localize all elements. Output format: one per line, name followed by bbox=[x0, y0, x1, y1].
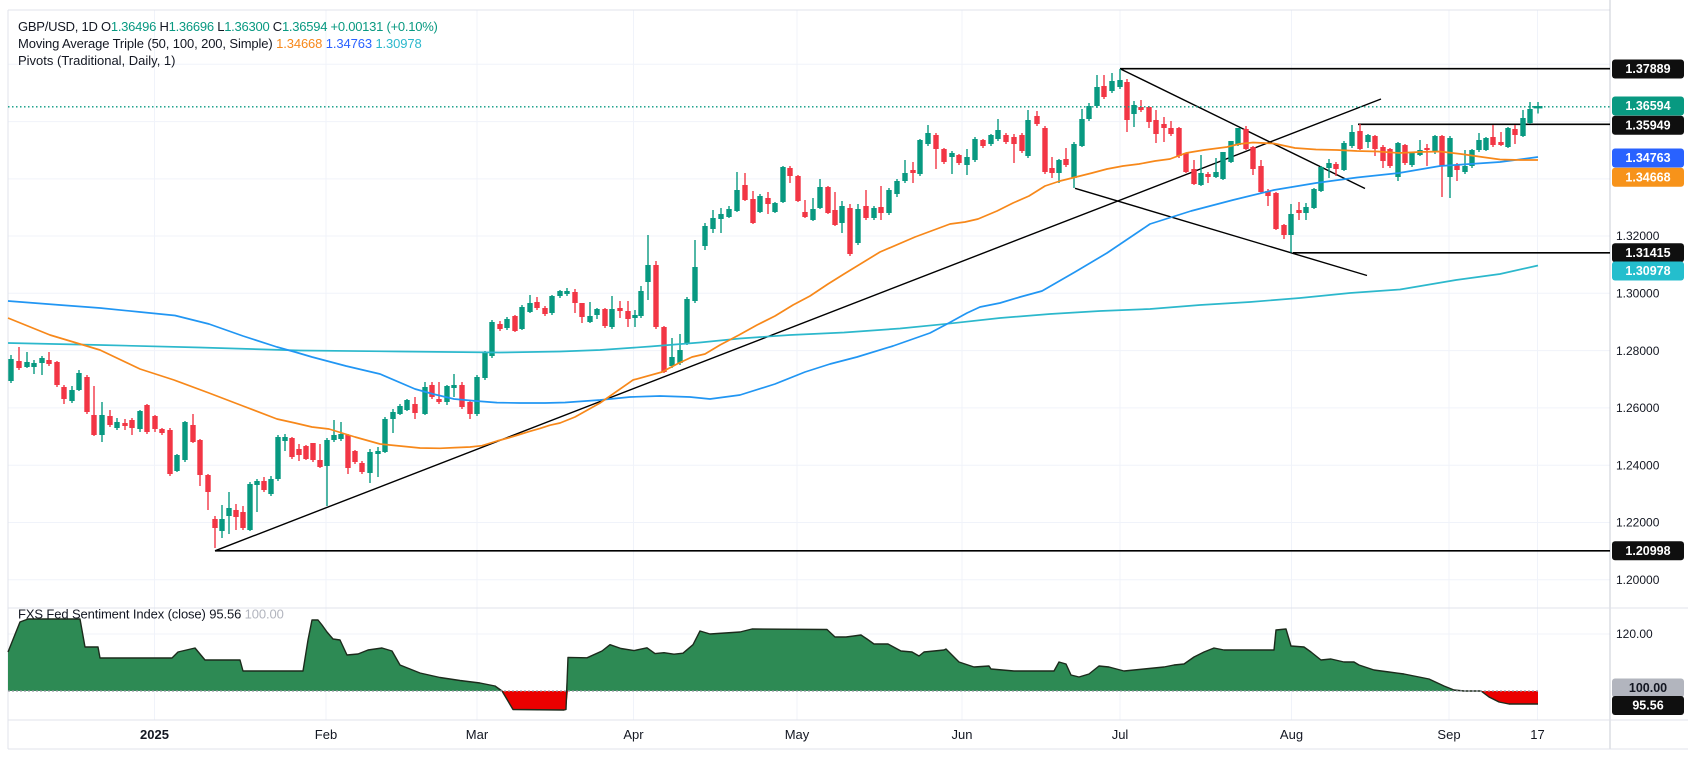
svg-text:1.35949: 1.35949 bbox=[1625, 118, 1670, 132]
svg-text:100.00: 100.00 bbox=[1629, 681, 1667, 695]
svg-text:1.37889: 1.37889 bbox=[1625, 62, 1670, 76]
svg-text:1.20000: 1.20000 bbox=[1616, 573, 1660, 587]
svg-text:1.30978: 1.30978 bbox=[1625, 264, 1670, 278]
svg-text:May: May bbox=[785, 727, 810, 742]
svg-text:1.30000: 1.30000 bbox=[1616, 287, 1660, 301]
svg-text:1.36594: 1.36594 bbox=[1625, 99, 1670, 113]
svg-text:Moving Average Triple (50, 100: Moving Average Triple (50, 100, 200, Sim… bbox=[18, 36, 422, 51]
svg-text:Jun: Jun bbox=[952, 727, 973, 742]
svg-text:Mar: Mar bbox=[466, 727, 489, 742]
svg-text:17: 17 bbox=[1530, 727, 1544, 742]
svg-text:Jul: Jul bbox=[1112, 727, 1129, 742]
svg-text:95.56: 95.56 bbox=[1632, 699, 1663, 713]
svg-text:1.31415: 1.31415 bbox=[1625, 246, 1670, 260]
svg-text:FXS Fed Sentiment Index (close: FXS Fed Sentiment Index (close) 95.56 10… bbox=[18, 607, 284, 622]
svg-text:Pivots (Traditional, Daily, 1): Pivots (Traditional, Daily, 1) bbox=[18, 53, 176, 68]
svg-text:Feb: Feb bbox=[315, 727, 337, 742]
svg-text:GBP/USD, 1D O1.36496 H1.36696: GBP/USD, 1D O1.36496 H1.36696 L1.36300 C… bbox=[18, 19, 438, 34]
svg-text:1.34668: 1.34668 bbox=[1625, 171, 1670, 185]
svg-text:Sep: Sep bbox=[1437, 727, 1460, 742]
svg-text:1.34763: 1.34763 bbox=[1625, 151, 1670, 165]
svg-text:1.32000: 1.32000 bbox=[1616, 229, 1660, 243]
svg-text:1.22000: 1.22000 bbox=[1616, 516, 1660, 530]
svg-text:1.24000: 1.24000 bbox=[1616, 458, 1660, 472]
svg-text:120.00: 120.00 bbox=[1616, 627, 1653, 641]
svg-text:1.28000: 1.28000 bbox=[1616, 344, 1660, 358]
svg-text:1.20998: 1.20998 bbox=[1625, 544, 1670, 558]
svg-text:2025: 2025 bbox=[140, 727, 169, 742]
svg-text:1.26000: 1.26000 bbox=[1616, 401, 1660, 415]
svg-text:Aug: Aug bbox=[1280, 727, 1303, 742]
svg-text:Apr: Apr bbox=[623, 727, 644, 742]
